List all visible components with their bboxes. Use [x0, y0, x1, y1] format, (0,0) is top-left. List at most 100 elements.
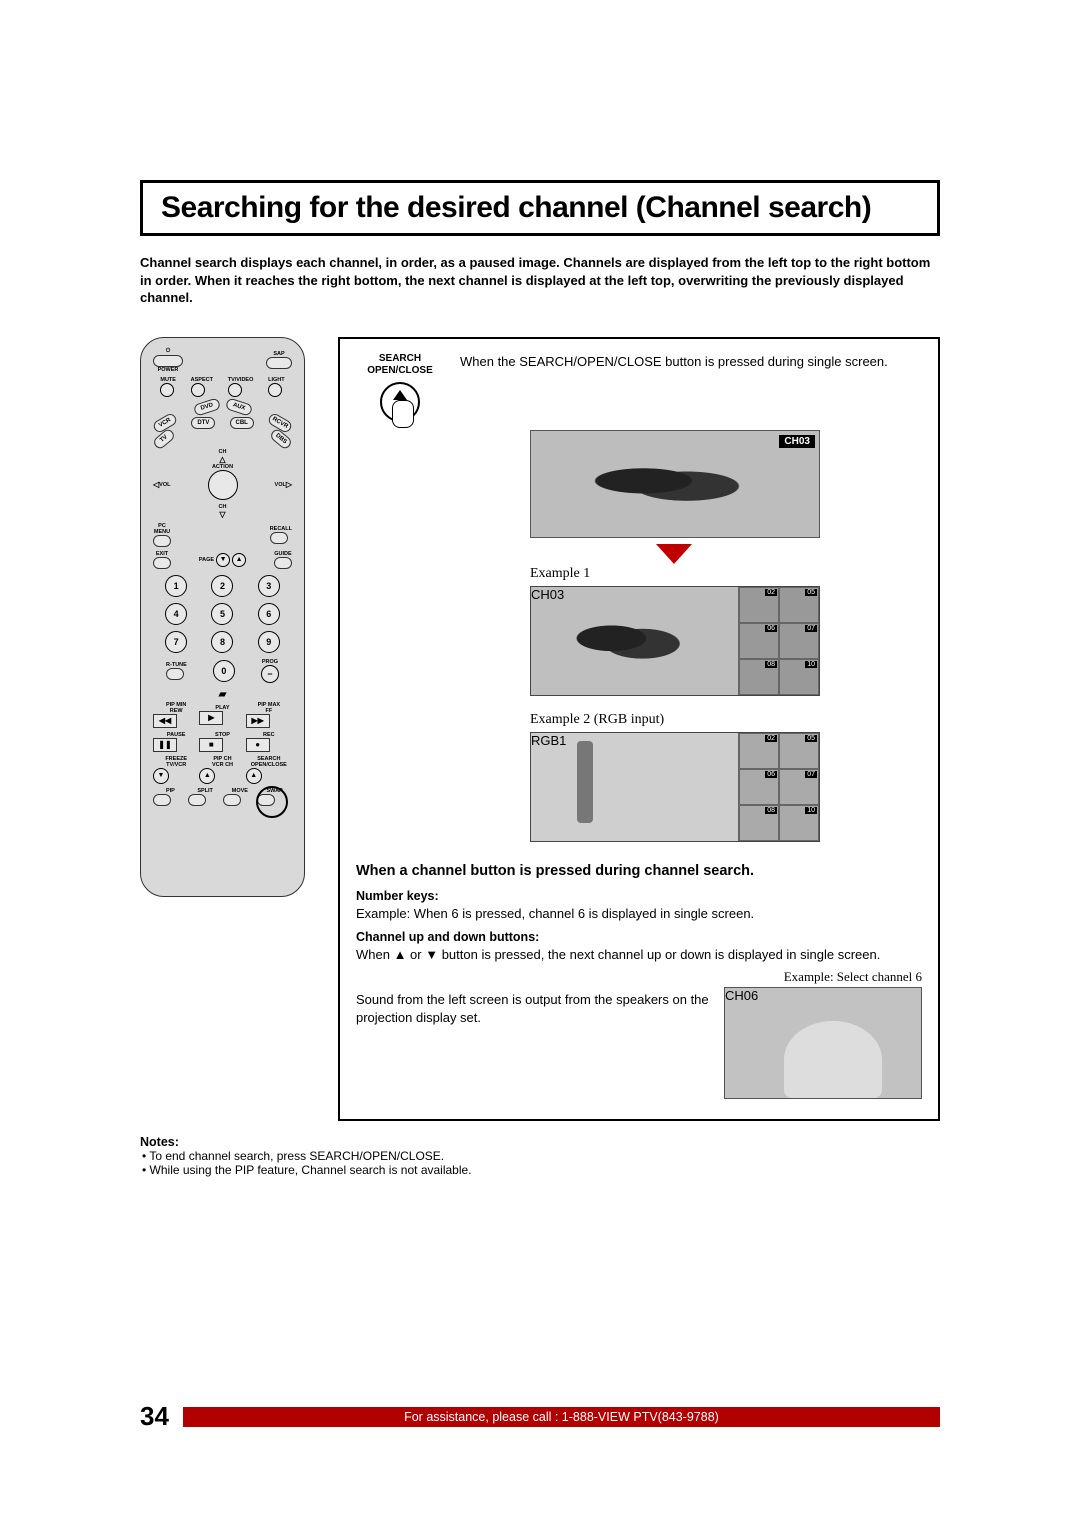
key-4[interactable]: 4 — [165, 603, 187, 625]
pcmenu-label: PC MENU — [153, 523, 171, 535]
example2-main: RGB1 — [531, 733, 739, 841]
aspect-button[interactable] — [191, 383, 205, 397]
power-label: POWER — [153, 367, 183, 373]
pip-label: PIP — [153, 788, 188, 794]
recall-button[interactable] — [270, 532, 288, 544]
play-button[interactable]: ▶ — [199, 711, 223, 725]
main-row: ⏻ POWER SAP MUTE ASPECT TV/VIDEO LIGHT D… — [140, 337, 940, 1122]
tvvideo-button[interactable] — [228, 383, 242, 397]
mute-label: MUTE — [160, 377, 176, 383]
guide-button[interactable] — [274, 557, 292, 569]
notes-list: To end channel search, press SEARCH/OPEN… — [140, 1149, 940, 1177]
key-0[interactable]: 0 — [213, 660, 235, 682]
key-1[interactable]: 1 — [165, 575, 187, 597]
cbl-button[interactable]: CBL — [230, 417, 254, 429]
pipch-button[interactable]: ▲ — [199, 768, 215, 784]
pause-button[interactable]: ❚❚ — [153, 738, 177, 752]
key-3[interactable]: 3 — [258, 575, 280, 597]
key-7[interactable]: 7 — [165, 631, 187, 653]
ff-button[interactable]: ▶▶ — [246, 714, 270, 728]
move-button[interactable] — [223, 794, 241, 806]
footer-bar: For assistance, please call : 1-888-VIEW… — [183, 1407, 940, 1427]
sap-button[interactable] — [266, 357, 292, 369]
thumb-ch: 02 — [765, 735, 777, 742]
thumb-ch: 08 — [765, 807, 777, 814]
vol-right-label: VOL — [275, 482, 286, 488]
sd-icon: ▰ — [153, 689, 292, 700]
single-screen-illustration: CH03 — [530, 430, 820, 538]
page-title: Searching for the desired channel (Chann… — [161, 191, 919, 225]
pcmenu-button[interactable] — [153, 535, 171, 547]
move-label: MOVE — [223, 788, 258, 794]
pipch-label: PIP CH VCR CH — [199, 756, 245, 768]
stop-button[interactable]: ■ — [199, 738, 223, 752]
thumb-ch: 06 — [765, 771, 777, 778]
thumb-ch: 08 — [765, 661, 777, 668]
example1-main-ch: CH03 — [531, 587, 738, 602]
page-down-button[interactable]: ▼ — [216, 553, 230, 567]
light-label: LIGHT — [268, 377, 285, 383]
mute-button[interactable] — [160, 383, 174, 397]
key-8[interactable]: 8 — [211, 631, 233, 653]
thumb-ch: 05 — [805, 735, 817, 742]
remote-control: ⏻ POWER SAP MUTE ASPECT TV/VIDEO LIGHT D… — [140, 337, 305, 897]
bird-shape — [583, 457, 756, 510]
dbs-button[interactable]: DBS — [269, 427, 294, 450]
search-label-line2: OPEN/CLOSE — [356, 365, 444, 378]
bottom-row: Sound from the left screen is output fro… — [356, 969, 922, 1099]
dvd-button[interactable]: DVD — [192, 397, 220, 416]
dtv-button[interactable]: DTV — [191, 417, 215, 429]
prog-button[interactable]: − — [261, 665, 279, 683]
key-2[interactable]: 2 — [211, 575, 233, 597]
search-button[interactable]: ▲ — [246, 768, 262, 784]
page-up-button[interactable]: ▲ — [232, 553, 246, 567]
prog-label: PROG — [261, 659, 279, 665]
search-open-close-icon — [380, 382, 420, 422]
page-label: PAGE — [199, 557, 214, 563]
power-button[interactable] — [153, 355, 183, 367]
pipmin-label: PIP MIN REW — [153, 702, 199, 714]
thumb-ch: 05 — [805, 589, 817, 596]
action-button[interactable] — [208, 470, 238, 500]
number-keys-text: Example: When 6 is pressed, channel 6 is… — [356, 905, 922, 923]
updown-text: When ▲ or ▼ button is pressed, the next … — [356, 946, 922, 964]
exit-button[interactable] — [153, 557, 171, 569]
example2-main-ch: RGB1 — [531, 733, 738, 748]
light-button[interactable] — [268, 383, 282, 397]
thumb-ch: 07 — [805, 771, 817, 778]
content-column: SEARCH OPEN/CLOSE When the SEARCH/OPEN/C… — [338, 337, 940, 1122]
recall-label: RECALL — [270, 526, 292, 532]
search-highlight-circle — [256, 786, 288, 818]
thumb-ch: 06 — [765, 625, 777, 632]
split-button[interactable] — [188, 794, 206, 806]
bird-shape-2 — [568, 614, 692, 668]
key-5[interactable]: 5 — [211, 603, 233, 625]
remote-column: ⏻ POWER SAP MUTE ASPECT TV/VIDEO LIGHT D… — [140, 337, 320, 1122]
key-6[interactable]: 6 — [258, 603, 280, 625]
notes-section: Notes: To end channel search, press SEAR… — [140, 1135, 940, 1177]
arrow-down-icon — [656, 544, 692, 564]
aux-button[interactable]: AUX — [224, 397, 252, 416]
guide-label: GUIDE — [274, 551, 292, 557]
keypad: 1 2 3 4 5 6 7 8 9 R-TUNE 0 PROG− — [153, 575, 292, 683]
freeze-button[interactable]: ▼ — [153, 768, 169, 784]
hand-icon — [392, 400, 414, 428]
example2-illustration: RGB1 0205 0607 0810 — [530, 732, 820, 842]
freeze-label: FREEZE TV/VCR — [153, 756, 199, 768]
rec-button[interactable]: ● — [246, 738, 270, 752]
section-heading: When a channel button is pressed during … — [356, 862, 922, 881]
giraffe-shape — [577, 741, 593, 823]
example1-caption: Example 1 — [530, 566, 922, 582]
rtune-button[interactable] — [166, 668, 184, 680]
pip-button[interactable] — [153, 794, 171, 806]
title-box: Searching for the desired channel (Chann… — [140, 180, 940, 236]
thumb-ch: 07 — [805, 625, 817, 632]
example2-thumbs: 0205 0607 0810 — [739, 733, 819, 841]
page-number: 34 — [140, 1401, 169, 1432]
key-9[interactable]: 9 — [258, 631, 280, 653]
dome-shape — [784, 1021, 882, 1098]
rew-button[interactable]: ◀◀ — [153, 714, 177, 728]
footer: 34 For assistance, please call : 1-888-V… — [140, 1401, 940, 1432]
thumb-ch: 10 — [805, 661, 817, 668]
search-label: SEARCH OPEN/CLOSE — [246, 756, 292, 768]
